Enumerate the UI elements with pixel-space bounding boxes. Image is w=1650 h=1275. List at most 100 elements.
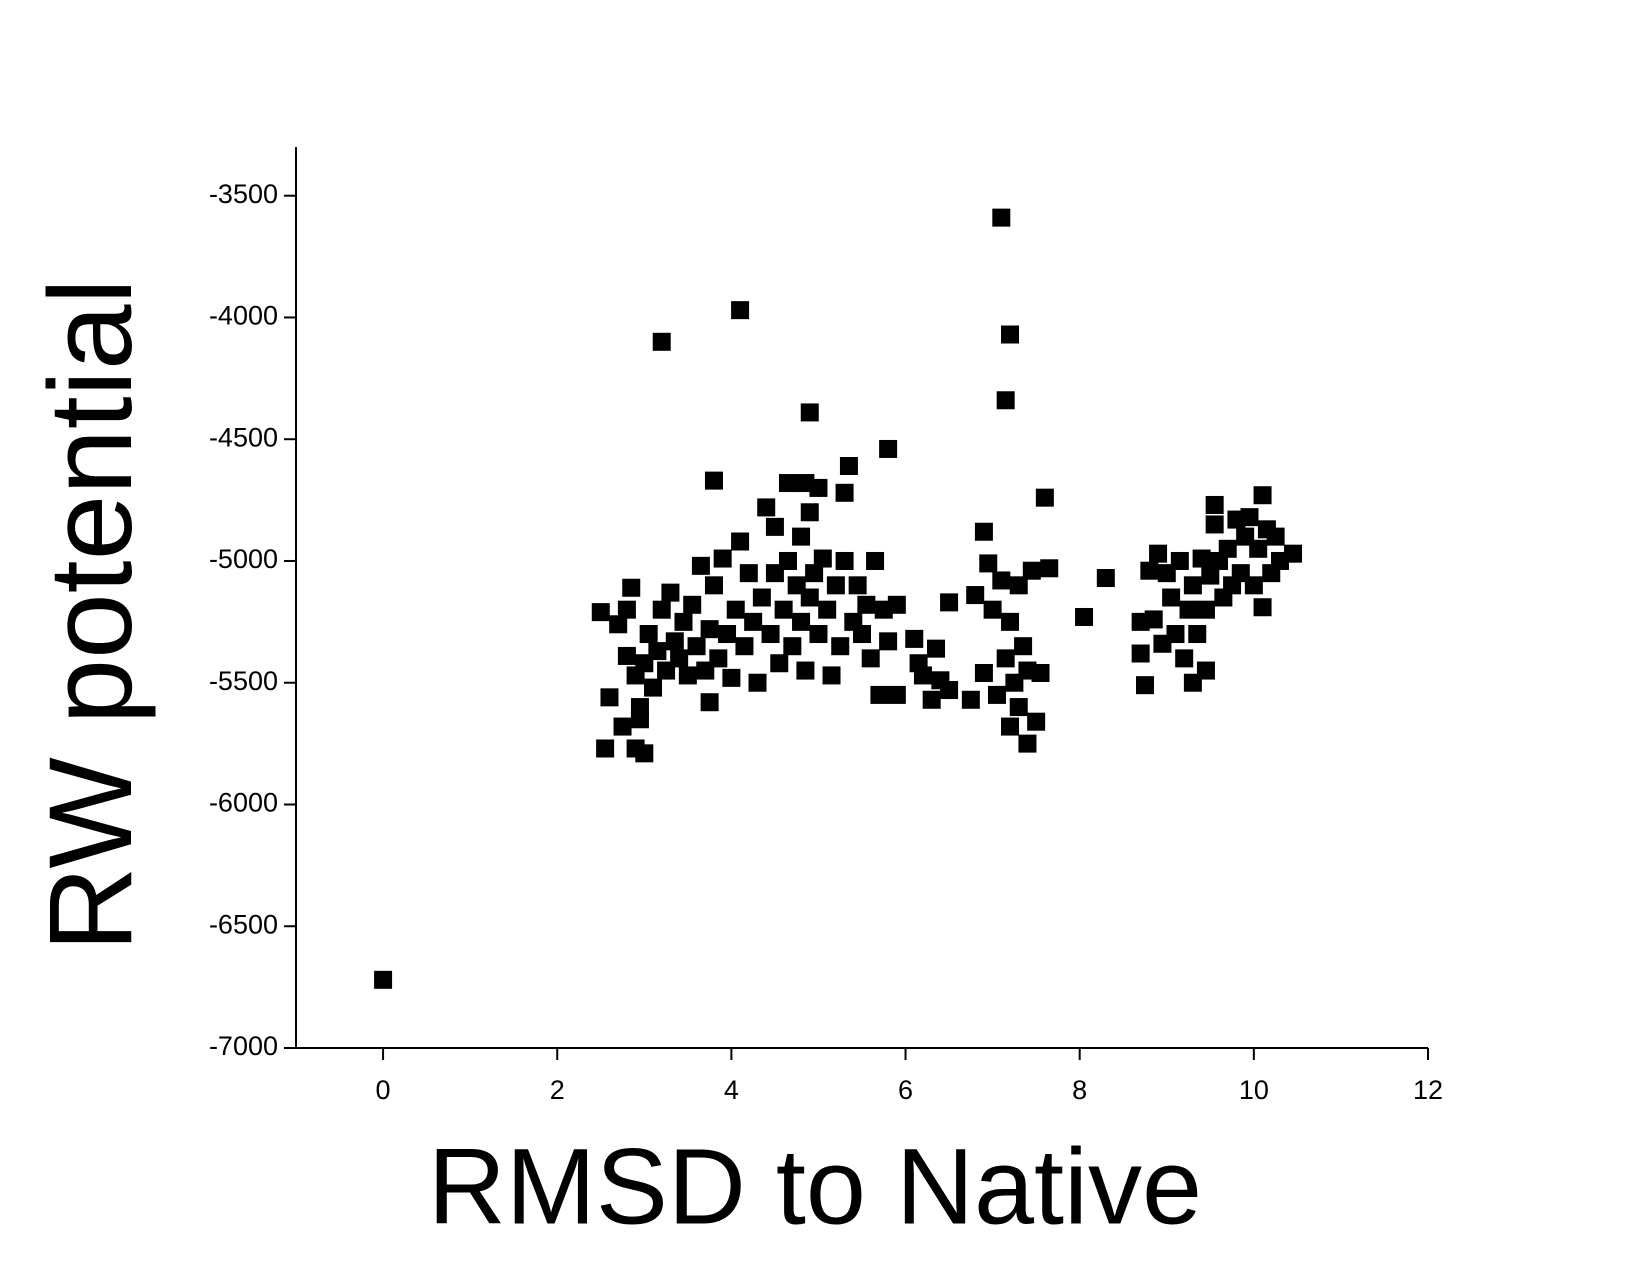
point: [1179, 600, 1198, 619]
point: [818, 600, 837, 619]
point: [635, 744, 654, 763]
point: [1162, 588, 1181, 607]
point: [996, 391, 1015, 410]
point: [1040, 559, 1059, 578]
point: [879, 632, 898, 651]
point: [1018, 734, 1037, 753]
point: [665, 632, 684, 651]
point: [744, 612, 763, 631]
point: [839, 457, 858, 476]
x-tick-label: 12: [1413, 1075, 1443, 1105]
point: [887, 685, 906, 704]
point: [700, 693, 719, 712]
point: [735, 637, 754, 656]
x-axis-title: RMSD to Native: [428, 1126, 1202, 1247]
point: [1196, 661, 1215, 680]
point: [1192, 549, 1211, 568]
x-tick-label: 10: [1239, 1075, 1269, 1105]
y-axis-title: RW potential: [25, 278, 157, 951]
point: [622, 578, 641, 597]
point: [1249, 539, 1268, 558]
point: [652, 600, 671, 619]
point: [848, 576, 867, 595]
point: [600, 688, 619, 707]
point: [713, 549, 732, 568]
point: [630, 698, 649, 717]
point: [905, 629, 924, 648]
point: [974, 522, 993, 541]
point: [996, 649, 1015, 668]
y-tick-label: -7000: [209, 1031, 278, 1061]
y-tick-label: -5500: [209, 666, 278, 696]
point: [652, 332, 671, 351]
point: [940, 681, 959, 700]
point: [857, 595, 876, 614]
point: [800, 403, 819, 422]
point: [974, 663, 993, 682]
point: [778, 551, 797, 570]
point: [704, 576, 723, 595]
point: [1166, 625, 1185, 644]
point: [831, 637, 850, 656]
point: [644, 678, 663, 697]
point: [661, 583, 680, 602]
point: [835, 483, 854, 502]
point: [1027, 712, 1046, 731]
point: [674, 612, 693, 631]
point: [774, 600, 793, 619]
point: [374, 970, 393, 989]
point: [709, 649, 728, 668]
point: [861, 649, 880, 668]
point: [805, 564, 824, 583]
point: [683, 595, 702, 614]
point: [887, 595, 906, 614]
point: [617, 600, 636, 619]
point: [691, 556, 710, 575]
point: [1266, 527, 1285, 546]
point: [731, 532, 750, 551]
point: [870, 685, 889, 704]
y-tick-label: -6500: [209, 909, 278, 939]
y-tick-label: -5000: [209, 544, 278, 574]
point: [1149, 544, 1168, 563]
point: [800, 503, 819, 522]
point: [1001, 325, 1020, 344]
point: [1205, 515, 1224, 534]
point: [987, 685, 1006, 704]
point: [822, 666, 841, 685]
point: [617, 646, 636, 665]
point: [792, 527, 811, 546]
point: [927, 639, 946, 658]
point: [718, 625, 737, 644]
point: [813, 549, 832, 568]
y-tick-label: -4500: [209, 422, 278, 452]
point: [1022, 561, 1041, 580]
point: [992, 571, 1011, 590]
point: [748, 673, 767, 692]
x-tick-label: 8: [1072, 1075, 1087, 1105]
point: [1205, 495, 1224, 514]
point: [722, 668, 741, 687]
x-tick-label: 0: [376, 1075, 391, 1105]
point: [765, 517, 784, 536]
point: [979, 554, 998, 573]
point: [1075, 607, 1094, 626]
point: [1140, 561, 1159, 580]
point: [609, 615, 628, 634]
point: [687, 637, 706, 656]
point: [809, 478, 828, 497]
point: [983, 600, 1002, 619]
point: [940, 593, 959, 612]
point: [809, 625, 828, 644]
x-tick-label: 6: [898, 1075, 913, 1105]
point: [726, 600, 745, 619]
point: [1201, 566, 1220, 585]
point: [1188, 625, 1207, 644]
point: [800, 588, 819, 607]
point: [1253, 598, 1272, 617]
point: [1170, 551, 1189, 570]
point: [961, 690, 980, 709]
point: [1001, 612, 1020, 631]
